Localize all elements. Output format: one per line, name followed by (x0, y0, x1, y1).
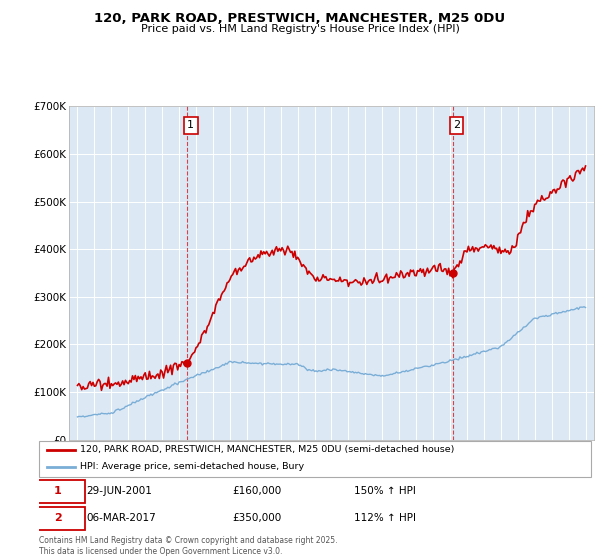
Text: Price paid vs. HM Land Registry's House Price Index (HPI): Price paid vs. HM Land Registry's House … (140, 24, 460, 34)
Text: 1: 1 (187, 120, 194, 130)
Text: 112% ↑ HPI: 112% ↑ HPI (353, 513, 416, 523)
Text: Contains HM Land Registry data © Crown copyright and database right 2025.
This d: Contains HM Land Registry data © Crown c… (39, 536, 337, 556)
Text: HPI: Average price, semi-detached house, Bury: HPI: Average price, semi-detached house,… (80, 463, 305, 472)
FancyBboxPatch shape (31, 480, 85, 503)
Text: 150% ↑ HPI: 150% ↑ HPI (353, 486, 416, 496)
Text: £160,000: £160,000 (232, 486, 281, 496)
Text: 120, PARK ROAD, PRESTWICH, MANCHESTER, M25 0DU: 120, PARK ROAD, PRESTWICH, MANCHESTER, M… (94, 12, 506, 25)
Text: 2: 2 (54, 513, 62, 523)
FancyBboxPatch shape (39, 441, 591, 477)
Text: 2: 2 (453, 120, 460, 130)
FancyBboxPatch shape (31, 507, 85, 530)
Text: 29-JUN-2001: 29-JUN-2001 (86, 486, 152, 496)
Text: 1: 1 (54, 486, 62, 496)
Text: 120, PARK ROAD, PRESTWICH, MANCHESTER, M25 0DU (semi-detached house): 120, PARK ROAD, PRESTWICH, MANCHESTER, M… (80, 445, 455, 454)
Text: £350,000: £350,000 (232, 513, 281, 523)
Text: 06-MAR-2017: 06-MAR-2017 (86, 513, 155, 523)
